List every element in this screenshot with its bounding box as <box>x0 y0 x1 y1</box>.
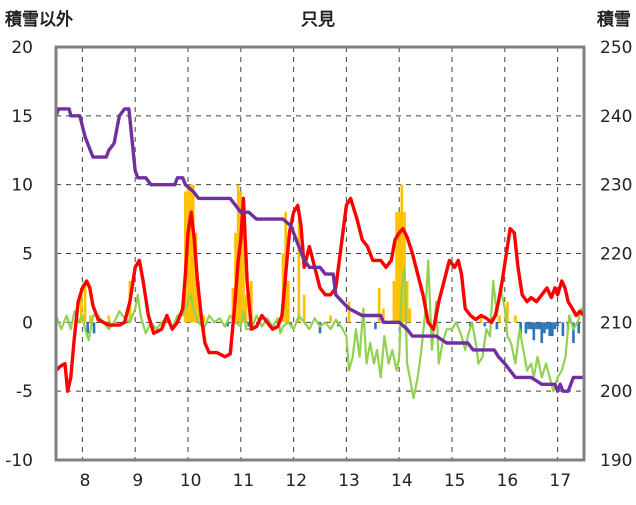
precip-bar-negative <box>92 322 96 334</box>
precip-bar <box>377 287 381 323</box>
precip-bar <box>479 315 483 323</box>
precip-bar <box>347 301 351 323</box>
precip-bar-negative <box>529 322 533 330</box>
precip-bar <box>231 287 235 323</box>
precip-bar-negative <box>553 322 557 330</box>
left-tick-label: 20 <box>11 38 33 58</box>
precip-bar <box>382 308 385 323</box>
precip-bar-negative <box>537 322 541 330</box>
precip-bar <box>83 281 87 323</box>
left-tick-label: 0 <box>22 313 33 333</box>
precip-bar-negative <box>577 322 581 334</box>
precip-bar <box>191 184 195 323</box>
precip-bar-negative <box>247 322 251 327</box>
precip-bar <box>250 281 253 323</box>
left-tick-label: -5 <box>16 382 33 402</box>
precip-bar-negative <box>572 322 575 343</box>
precip-bar-negative <box>551 322 554 337</box>
precip-bar-negative <box>532 322 536 341</box>
x-tick-label: 17 <box>549 471 571 491</box>
right-tick-label: 210 <box>600 313 632 333</box>
right-tick-label: 230 <box>600 176 632 196</box>
right-axis-label: 積雪 <box>597 9 631 30</box>
precip-bar <box>89 315 92 323</box>
precip-bar <box>329 315 332 323</box>
precip-bar-negative <box>318 322 322 334</box>
x-tick-label: 12 <box>285 471 307 491</box>
x-tick-label: 13 <box>338 471 360 491</box>
precip-bar <box>400 184 404 323</box>
precip-bar-negative <box>519 322 522 334</box>
left-tick-label: 10 <box>11 176 33 196</box>
right-tick-label: 200 <box>600 382 632 402</box>
snow_depth-line <box>54 107 586 393</box>
x-tick-label: 10 <box>180 471 202 491</box>
plot-frame <box>54 45 586 462</box>
chart-title: 只見 <box>301 10 335 30</box>
precip-bar-negative <box>556 322 559 327</box>
precip-bar <box>287 281 290 323</box>
precip-bar <box>302 294 306 323</box>
precip-bar <box>107 315 111 323</box>
precip-bar <box>189 184 192 323</box>
precip-bar-negative <box>543 322 546 334</box>
x-tick-label: 15 <box>444 471 466 491</box>
precip-bar-negative <box>548 322 551 337</box>
precip-bar-negative <box>545 322 549 330</box>
tick-labels: -10 -5 0 5 10 15 20 190 200 210 220 230 240 250 8 9 10 11… <box>5 38 632 491</box>
precip-bar-negative <box>527 322 530 330</box>
precip-bar <box>297 219 301 323</box>
precip-bar <box>408 308 412 323</box>
precip-bar <box>405 281 409 323</box>
left-tick-label: -10 <box>5 451 33 471</box>
right-tick-label: 250 <box>600 38 632 58</box>
precip-bar-negative <box>540 322 544 343</box>
x-tick-label: 9 <box>132 471 143 491</box>
precip-bar-negative <box>535 322 538 330</box>
precip-bar-negative <box>495 322 499 330</box>
right-tick-label: 190 <box>600 451 632 471</box>
precip-bar <box>239 191 243 323</box>
left-tick-label: 15 <box>11 107 33 127</box>
precip-bar <box>397 212 401 323</box>
x-tick-label: 8 <box>80 471 91 491</box>
precip-bar <box>514 315 517 323</box>
precip-bar <box>244 294 248 323</box>
x-tick-label: 14 <box>391 471 413 491</box>
x-tick-label: 16 <box>497 471 519 491</box>
precip-bar-negative <box>374 322 377 330</box>
right-tick-label: 240 <box>600 107 632 127</box>
precip-bar <box>395 212 398 323</box>
series-lines <box>54 107 586 400</box>
precip-bar <box>80 287 83 323</box>
precip-bar-negative <box>226 322 229 327</box>
precip-bar <box>392 281 396 323</box>
left-tick-label: 5 <box>22 245 33 265</box>
x-tick-label: 11 <box>233 471 255 491</box>
precip-bar-negative <box>483 322 487 327</box>
precip-bar <box>506 301 509 323</box>
temperature-line <box>54 196 586 393</box>
precip-bar <box>498 315 501 323</box>
precip-bar-negative <box>524 322 528 334</box>
precip-bar-negative <box>86 322 89 334</box>
temp_alt-line <box>54 259 586 400</box>
right-tick-label: 220 <box>600 245 632 265</box>
precip-bar-negative <box>561 322 565 337</box>
left-axis-label: 積雪以外 <box>5 9 73 30</box>
precip-bar <box>202 315 206 323</box>
precip-bar <box>242 232 245 323</box>
